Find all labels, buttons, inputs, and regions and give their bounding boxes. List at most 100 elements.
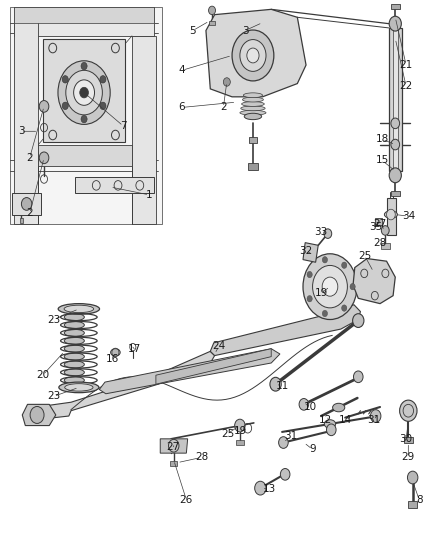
- Polygon shape: [39, 144, 132, 166]
- Text: 34: 34: [402, 211, 415, 221]
- Text: 15: 15: [375, 156, 389, 165]
- Polygon shape: [391, 191, 399, 196]
- Circle shape: [387, 209, 395, 220]
- Ellipse shape: [64, 321, 85, 328]
- Text: 2: 2: [220, 102, 226, 112]
- Ellipse shape: [64, 345, 85, 352]
- Text: 3: 3: [242, 26, 248, 36]
- Text: 30: 30: [399, 434, 413, 444]
- Text: 19: 19: [234, 426, 247, 436]
- Polygon shape: [393, 28, 398, 174]
- Circle shape: [313, 265, 347, 308]
- Circle shape: [100, 102, 106, 110]
- Ellipse shape: [64, 305, 94, 313]
- Circle shape: [208, 6, 215, 14]
- Circle shape: [80, 87, 88, 98]
- Text: 31: 31: [367, 415, 380, 425]
- Text: 21: 21: [399, 60, 413, 70]
- Circle shape: [391, 118, 399, 128]
- Circle shape: [324, 229, 332, 238]
- Text: 13: 13: [262, 484, 276, 494]
- Polygon shape: [10, 7, 162, 224]
- Ellipse shape: [64, 353, 85, 360]
- Text: 17: 17: [127, 344, 141, 354]
- Polygon shape: [43, 38, 125, 142]
- Polygon shape: [391, 4, 399, 9]
- Polygon shape: [209, 21, 215, 25]
- Circle shape: [247, 48, 259, 63]
- Ellipse shape: [64, 377, 85, 384]
- Text: 31: 31: [284, 431, 297, 441]
- Circle shape: [381, 225, 389, 235]
- Circle shape: [39, 101, 49, 112]
- Polygon shape: [170, 461, 177, 466]
- Text: 33: 33: [314, 227, 328, 237]
- Circle shape: [74, 80, 95, 106]
- Polygon shape: [156, 349, 271, 384]
- Ellipse shape: [324, 419, 336, 428]
- Polygon shape: [353, 259, 395, 304]
- Polygon shape: [404, 437, 413, 442]
- Circle shape: [342, 262, 347, 269]
- Circle shape: [307, 271, 312, 278]
- Circle shape: [322, 256, 328, 263]
- Circle shape: [279, 437, 288, 448]
- Text: 7: 7: [120, 121, 127, 131]
- Circle shape: [353, 371, 363, 383]
- Circle shape: [39, 152, 49, 164]
- Text: 2: 2: [26, 153, 33, 163]
- Text: 8: 8: [416, 495, 423, 505]
- Circle shape: [58, 61, 110, 124]
- Text: 20: 20: [36, 370, 49, 380]
- Text: 25: 25: [358, 251, 371, 261]
- Ellipse shape: [64, 369, 85, 376]
- Text: 1: 1: [146, 190, 153, 200]
- Text: 28: 28: [195, 453, 208, 463]
- Polygon shape: [14, 7, 154, 22]
- Circle shape: [223, 78, 230, 86]
- Text: 5: 5: [190, 26, 196, 36]
- Text: 28: 28: [374, 238, 387, 248]
- Polygon shape: [22, 405, 56, 425]
- Text: 25: 25: [221, 429, 234, 439]
- Ellipse shape: [64, 329, 85, 336]
- Polygon shape: [99, 349, 280, 394]
- Circle shape: [232, 30, 274, 81]
- Circle shape: [235, 419, 245, 432]
- Ellipse shape: [244, 114, 261, 119]
- Circle shape: [280, 469, 290, 480]
- Ellipse shape: [242, 102, 264, 107]
- Ellipse shape: [244, 93, 262, 98]
- Text: 19: 19: [314, 288, 328, 298]
- Polygon shape: [206, 10, 306, 97]
- Polygon shape: [375, 217, 382, 225]
- Text: 29: 29: [402, 453, 415, 463]
- Text: 9: 9: [309, 445, 316, 455]
- Text: 10: 10: [304, 402, 317, 412]
- Polygon shape: [14, 7, 154, 36]
- Ellipse shape: [58, 304, 99, 314]
- Text: 4: 4: [179, 66, 185, 75]
- Text: 23: 23: [47, 314, 60, 325]
- Ellipse shape: [241, 106, 265, 111]
- Polygon shape: [75, 177, 154, 193]
- Circle shape: [30, 407, 44, 423]
- Ellipse shape: [332, 403, 345, 412]
- Ellipse shape: [240, 110, 266, 115]
- Text: 24: 24: [212, 341, 226, 351]
- Ellipse shape: [64, 361, 85, 368]
- Circle shape: [62, 76, 68, 83]
- Circle shape: [399, 400, 417, 421]
- Polygon shape: [387, 198, 396, 235]
- Polygon shape: [30, 351, 215, 419]
- Circle shape: [389, 168, 401, 183]
- Text: 14: 14: [339, 415, 352, 425]
- Text: 16: 16: [106, 354, 119, 364]
- Text: 32: 32: [300, 246, 313, 256]
- Polygon shape: [389, 28, 402, 171]
- Polygon shape: [132, 36, 156, 224]
- Polygon shape: [249, 137, 257, 143]
- Text: 27: 27: [167, 442, 180, 452]
- Polygon shape: [14, 7, 39, 224]
- Ellipse shape: [243, 97, 263, 102]
